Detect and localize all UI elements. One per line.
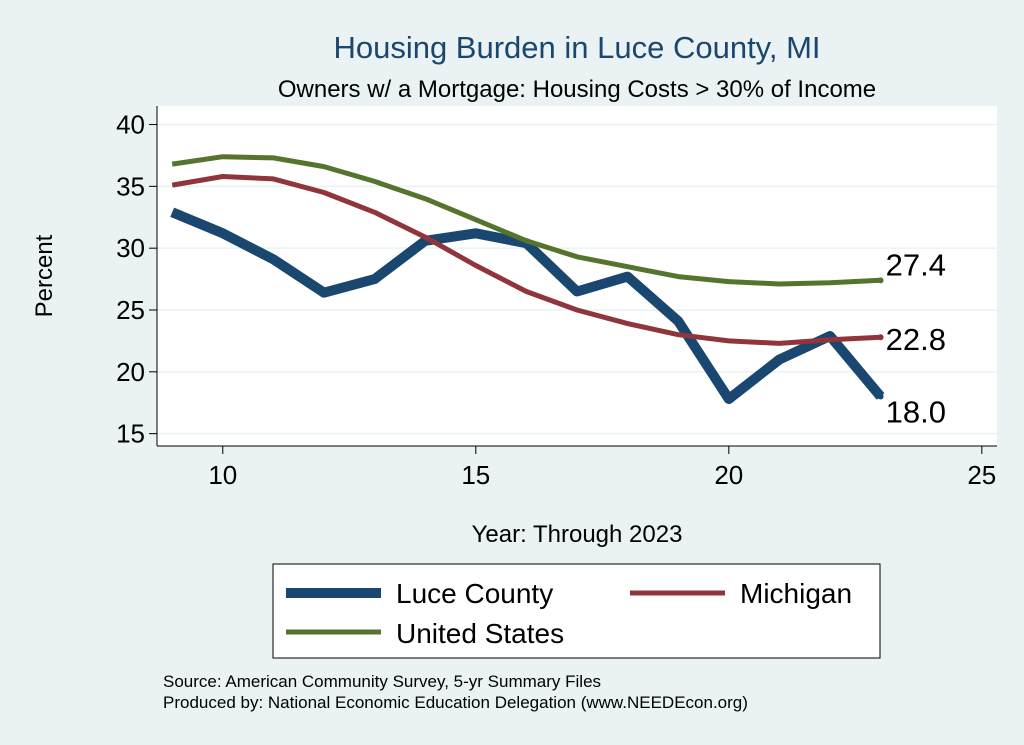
y-axis-title: Percent	[31, 234, 58, 317]
x-axis-title: Year: Through 2023	[472, 521, 683, 548]
series-line-united-states	[171, 154, 881, 287]
chart-subtitle: Owners w/ a Mortgage: Housing Costs > 30…	[278, 76, 876, 103]
legend-label-united-states: United States	[396, 618, 564, 649]
end-marker-luce-county	[877, 393, 884, 400]
x-tick-label-15: 15	[461, 460, 490, 490]
end-marker-united-states	[877, 277, 884, 284]
y-tick-label-30: 30	[116, 233, 145, 263]
y-tick-label-25: 25	[116, 295, 145, 325]
x-axis-ticks: 10 15 20 25	[208, 446, 996, 490]
legend-box	[272, 563, 881, 659]
source-note: Source: American Community Survey, 5-yr …	[163, 672, 601, 691]
x-tick-label-10: 10	[208, 460, 237, 490]
end-marker-michigan	[877, 334, 884, 341]
y-tick-label-35: 35	[116, 171, 145, 201]
y-tick-label-40: 40	[116, 110, 145, 140]
produced-by-note: Produced by: National Economic Education…	[163, 693, 748, 712]
y-tick-label-20: 20	[116, 357, 145, 387]
series-lines	[170, 154, 885, 404]
chart-title: Housing Burden in Luce County, MI	[333, 30, 820, 65]
y-axis-ticks: 15 20 25 30 35 40	[116, 110, 157, 449]
plot-area	[157, 106, 997, 446]
end-label-michigan: 22.8	[886, 322, 946, 357]
y-tick-label-15: 15	[116, 419, 145, 449]
x-tick-label-20: 20	[714, 460, 743, 490]
legend-label-luce-county: Luce County	[396, 578, 553, 609]
legend-label-michigan: Michigan	[740, 578, 852, 609]
legend: Luce County Michigan United States	[272, 563, 881, 659]
end-label-united-states: 27.4	[886, 247, 946, 282]
end-label-luce-county: 18.0	[886, 395, 946, 430]
x-tick-label-25: 25	[967, 460, 996, 490]
series-line-michigan	[171, 174, 881, 346]
end-labels: 18.0 22.8 27.4	[877, 247, 946, 430]
